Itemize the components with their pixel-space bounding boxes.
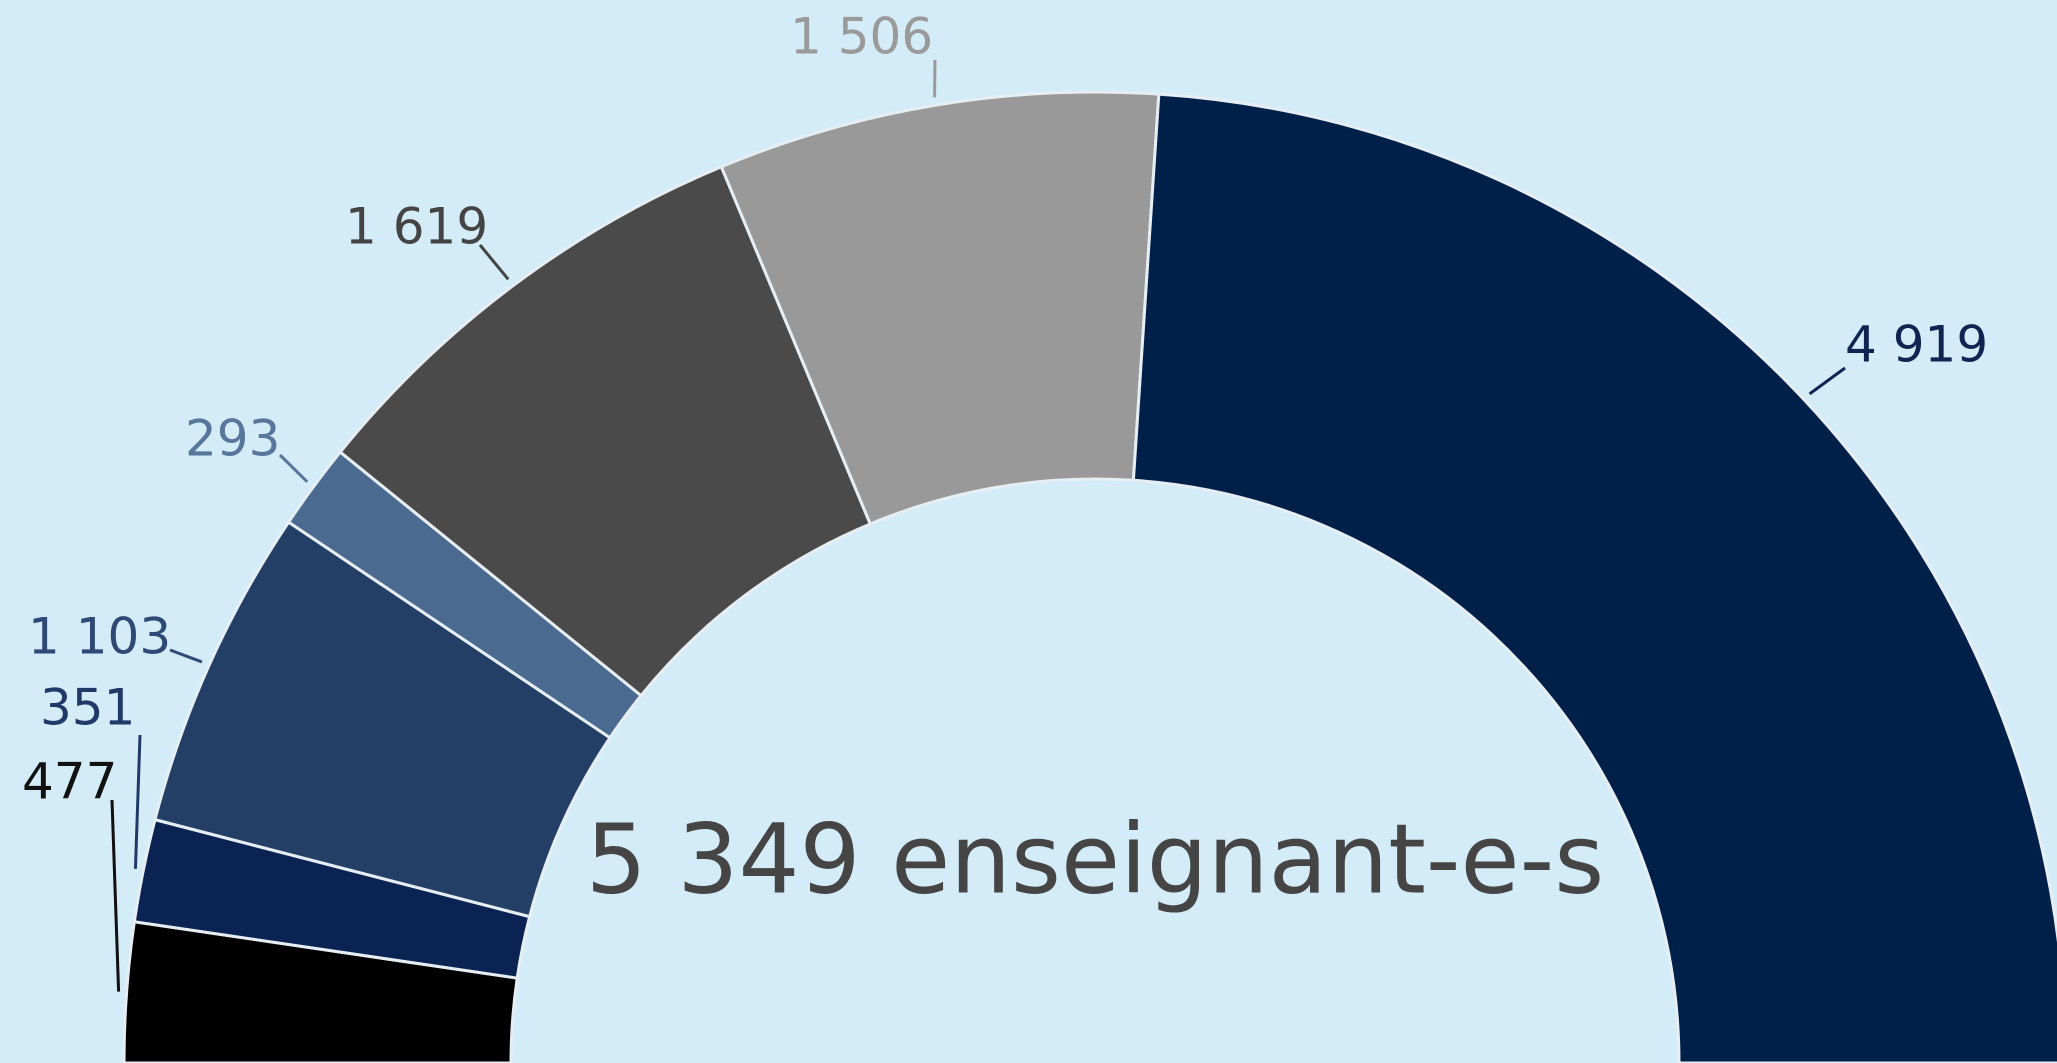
data-label: 1 103 bbox=[28, 608, 171, 666]
data-label: 293 bbox=[185, 410, 280, 468]
data-label: 351 bbox=[40, 679, 135, 737]
leader-line bbox=[278, 453, 309, 483]
leader-line bbox=[478, 244, 510, 281]
leader-line bbox=[133, 734, 142, 869]
leader-line bbox=[1808, 366, 1846, 396]
data-label: 477 bbox=[22, 753, 117, 811]
leader-line bbox=[110, 799, 121, 992]
donut-segment bbox=[1131, 92, 2057, 1063]
data-label: 1 506 bbox=[790, 8, 933, 66]
center-label: 5 349 enseignant-e-s bbox=[586, 803, 1604, 915]
leader-line bbox=[169, 648, 203, 664]
data-label: 4 919 bbox=[1845, 316, 1988, 374]
data-label: 1 619 bbox=[345, 198, 488, 256]
